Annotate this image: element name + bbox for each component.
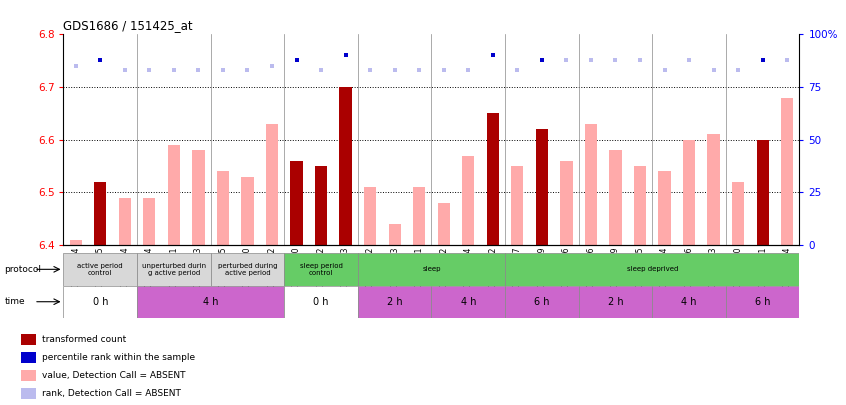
Bar xyxy=(339,87,352,245)
Bar xyxy=(63,253,137,286)
Bar xyxy=(609,150,622,245)
Text: protocol: protocol xyxy=(4,265,41,274)
Bar xyxy=(560,161,573,245)
Bar xyxy=(486,113,499,245)
Bar xyxy=(284,286,358,318)
Bar xyxy=(69,240,82,245)
Text: 6 h: 6 h xyxy=(534,297,550,307)
Bar xyxy=(137,253,211,286)
Text: value, Detection Call = ABSENT: value, Detection Call = ABSENT xyxy=(42,371,186,380)
Text: unperturbed durin
g active period: unperturbed durin g active period xyxy=(142,263,206,276)
Text: sleep: sleep xyxy=(422,266,441,272)
Bar xyxy=(217,171,229,245)
Text: 0 h: 0 h xyxy=(313,297,329,307)
Bar xyxy=(732,182,744,245)
Bar xyxy=(241,177,254,245)
Text: 4 h: 4 h xyxy=(681,297,697,307)
Bar xyxy=(726,286,799,318)
Text: active period
control: active period control xyxy=(78,263,123,276)
Bar xyxy=(652,286,726,318)
Bar xyxy=(634,166,646,245)
Text: percentile rank within the sample: percentile rank within the sample xyxy=(42,353,195,362)
Text: 2 h: 2 h xyxy=(387,297,403,307)
Bar xyxy=(192,150,205,245)
Bar xyxy=(388,224,401,245)
Bar xyxy=(707,134,720,245)
Bar xyxy=(63,286,137,318)
Bar xyxy=(284,253,358,286)
Text: 0 h: 0 h xyxy=(92,297,108,307)
Bar xyxy=(505,253,799,286)
Bar xyxy=(437,203,450,245)
Bar xyxy=(658,171,671,245)
Bar xyxy=(94,182,107,245)
Text: perturbed during
active period: perturbed during active period xyxy=(217,263,277,276)
Text: 2 h: 2 h xyxy=(607,297,624,307)
Bar xyxy=(315,166,327,245)
Bar xyxy=(579,286,652,318)
Bar xyxy=(266,124,278,245)
Bar xyxy=(358,253,505,286)
Text: sleep deprived: sleep deprived xyxy=(627,266,678,272)
Bar xyxy=(505,286,579,318)
Bar xyxy=(756,140,769,245)
Text: 4 h: 4 h xyxy=(203,297,218,307)
Text: GDS1686 / 151425_at: GDS1686 / 151425_at xyxy=(63,19,193,32)
Bar xyxy=(168,145,180,245)
Bar xyxy=(118,198,131,245)
Text: sleep period
control: sleep period control xyxy=(299,263,343,276)
Text: transformed count: transformed count xyxy=(42,335,127,344)
Bar xyxy=(511,166,524,245)
Bar xyxy=(781,98,794,245)
Bar xyxy=(143,198,156,245)
Bar xyxy=(364,187,376,245)
Bar xyxy=(211,253,284,286)
Bar xyxy=(413,187,426,245)
Bar xyxy=(462,156,475,245)
Text: 6 h: 6 h xyxy=(755,297,771,307)
Bar xyxy=(431,286,505,318)
Bar xyxy=(137,286,284,318)
Bar xyxy=(536,129,548,245)
Bar xyxy=(290,161,303,245)
Text: 4 h: 4 h xyxy=(460,297,476,307)
Bar xyxy=(585,124,597,245)
Text: rank, Detection Call = ABSENT: rank, Detection Call = ABSENT xyxy=(42,389,181,398)
Bar xyxy=(683,140,695,245)
Bar xyxy=(358,286,431,318)
Text: time: time xyxy=(4,297,25,306)
